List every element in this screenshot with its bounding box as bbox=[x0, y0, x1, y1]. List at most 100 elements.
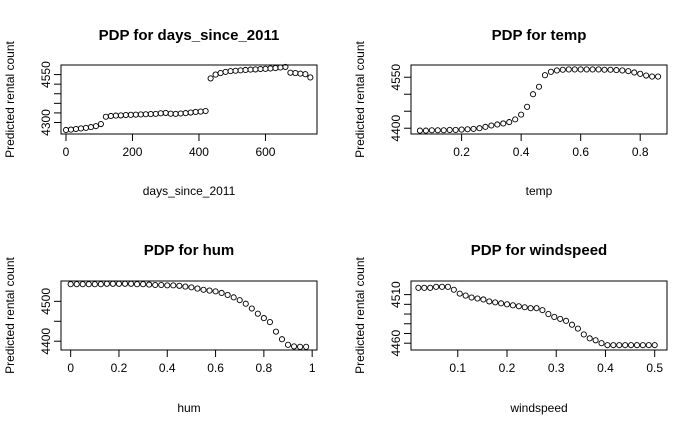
data-points bbox=[415, 283, 658, 349]
data-point bbox=[474, 295, 481, 302]
data-point bbox=[456, 290, 463, 297]
plot-frame bbox=[410, 280, 668, 351]
data-point bbox=[509, 302, 516, 309]
data-point bbox=[428, 127, 435, 134]
x-ticks: 0.2 0.4 0.6 0.8 bbox=[453, 134, 649, 159]
y-axis-label: Predicted rental count bbox=[3, 40, 17, 157]
data-point bbox=[73, 281, 80, 288]
data-point bbox=[598, 340, 605, 347]
data-point bbox=[302, 71, 309, 78]
y-ticks: 4300 4550 bbox=[39, 61, 61, 136]
data-point bbox=[480, 296, 487, 303]
data-point bbox=[172, 110, 179, 117]
data-point bbox=[152, 110, 159, 117]
data-point bbox=[492, 299, 499, 306]
data-point bbox=[202, 107, 209, 115]
data-point bbox=[194, 285, 201, 292]
panel-temp: PDP for temp temp Predicted rental count… bbox=[353, 27, 668, 198]
data-point bbox=[134, 281, 141, 288]
data-point bbox=[242, 300, 249, 307]
x-axis-label: temp bbox=[526, 184, 553, 198]
data-point bbox=[102, 113, 109, 120]
data-points bbox=[416, 66, 662, 134]
data-point bbox=[486, 298, 493, 305]
data-point bbox=[415, 284, 422, 291]
y-ticks: 4400 4550 bbox=[389, 64, 411, 142]
data-point bbox=[127, 280, 135, 287]
data-point bbox=[117, 112, 124, 119]
data-point bbox=[67, 126, 75, 133]
data-point bbox=[476, 125, 483, 132]
data-point bbox=[438, 283, 446, 290]
data-point bbox=[260, 315, 267, 322]
data-point bbox=[87, 124, 94, 131]
data-point bbox=[147, 111, 154, 118]
data-point bbox=[62, 126, 70, 134]
data-point bbox=[637, 70, 644, 77]
data-point bbox=[262, 65, 269, 72]
data-point bbox=[524, 103, 531, 110]
data-point bbox=[103, 280, 110, 287]
data-point bbox=[91, 281, 98, 288]
data-point bbox=[232, 67, 239, 74]
data-point bbox=[170, 282, 177, 289]
data-point bbox=[85, 281, 92, 288]
data-point bbox=[212, 288, 219, 295]
data-point bbox=[212, 71, 219, 78]
data-point bbox=[529, 91, 537, 98]
data-point bbox=[643, 72, 650, 79]
data-point bbox=[254, 310, 261, 317]
data-point bbox=[207, 75, 214, 82]
data-point bbox=[464, 126, 471, 133]
x-tick-label: 600 bbox=[255, 145, 275, 159]
data-point bbox=[639, 342, 646, 349]
data-point bbox=[266, 319, 273, 326]
y-tick-label: 4400 bbox=[39, 328, 53, 355]
data-point bbox=[610, 342, 617, 349]
data-point bbox=[518, 111, 525, 118]
data-point bbox=[631, 69, 638, 76]
plot-frame bbox=[60, 64, 318, 135]
x-axis-label: days_since_2011 bbox=[143, 184, 236, 198]
x-ticks: 0 200 400 600 bbox=[63, 134, 276, 159]
x-tick-label: 0.6 bbox=[572, 145, 589, 159]
data-point bbox=[287, 69, 294, 76]
data-point bbox=[574, 325, 581, 332]
y-tick-label: 4550 bbox=[389, 64, 403, 91]
data-point bbox=[200, 286, 207, 293]
data-point bbox=[577, 66, 584, 73]
x-ticks: 0 0.2 0.4 0.6 0.8 1 bbox=[67, 350, 316, 375]
data-point bbox=[112, 112, 119, 119]
x-tick-label: 200 bbox=[122, 145, 142, 159]
data-point bbox=[592, 337, 599, 344]
data-point bbox=[267, 65, 274, 72]
data-point bbox=[462, 292, 469, 299]
data-point bbox=[565, 66, 572, 73]
data-point bbox=[580, 331, 587, 338]
data-point bbox=[458, 126, 465, 133]
data-point bbox=[272, 65, 279, 72]
data-point bbox=[237, 67, 244, 74]
data-point bbox=[206, 287, 213, 294]
data-point bbox=[164, 282, 171, 289]
y-tick-label: 4400 bbox=[389, 115, 403, 142]
data-point bbox=[227, 68, 234, 75]
data-point bbox=[571, 66, 578, 73]
x-tick-label: 0.2 bbox=[111, 361, 128, 375]
y-ticks: 4400 4500 bbox=[39, 288, 61, 355]
data-point bbox=[137, 111, 144, 118]
x-tick-label: 0.4 bbox=[597, 361, 614, 375]
data-point bbox=[277, 64, 284, 71]
data-point bbox=[218, 289, 225, 297]
data-points bbox=[62, 63, 314, 134]
data-point bbox=[291, 343, 298, 350]
data-point bbox=[107, 112, 114, 120]
data-point bbox=[158, 281, 165, 289]
data-point bbox=[655, 73, 662, 80]
x-tick-label: 0.2 bbox=[453, 145, 470, 159]
data-point bbox=[515, 303, 522, 310]
data-point bbox=[568, 321, 576, 328]
data-point bbox=[589, 66, 596, 73]
data-point bbox=[500, 120, 507, 127]
data-point bbox=[79, 281, 86, 288]
